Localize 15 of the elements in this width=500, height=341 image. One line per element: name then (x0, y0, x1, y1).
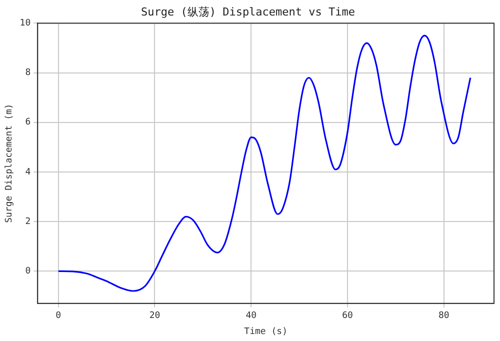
line-series (58, 34, 472, 292)
y-tick-label: 4 (25, 167, 31, 178)
x-tick-label: 60 (342, 311, 353, 322)
x-axis-title: Time (s) (244, 326, 288, 337)
y-tick-label: 8 (25, 68, 31, 78)
x-tick-label: 0 (56, 311, 62, 322)
x-tick-label: 40 (246, 311, 257, 322)
y-tick-label: 2 (25, 216, 31, 227)
chart-title: Surge (纵荡) Displacement vs Time (140, 5, 356, 18)
x-tick-label: 80 (438, 311, 450, 322)
y-tick-label: 6 (25, 118, 31, 128)
x-tick-label: 20 (149, 311, 160, 322)
y-tick-label: 0 (25, 266, 31, 277)
y-axis-title: Surge Displacement (m) (4, 104, 15, 223)
y-tick-label: 10 (20, 18, 31, 29)
